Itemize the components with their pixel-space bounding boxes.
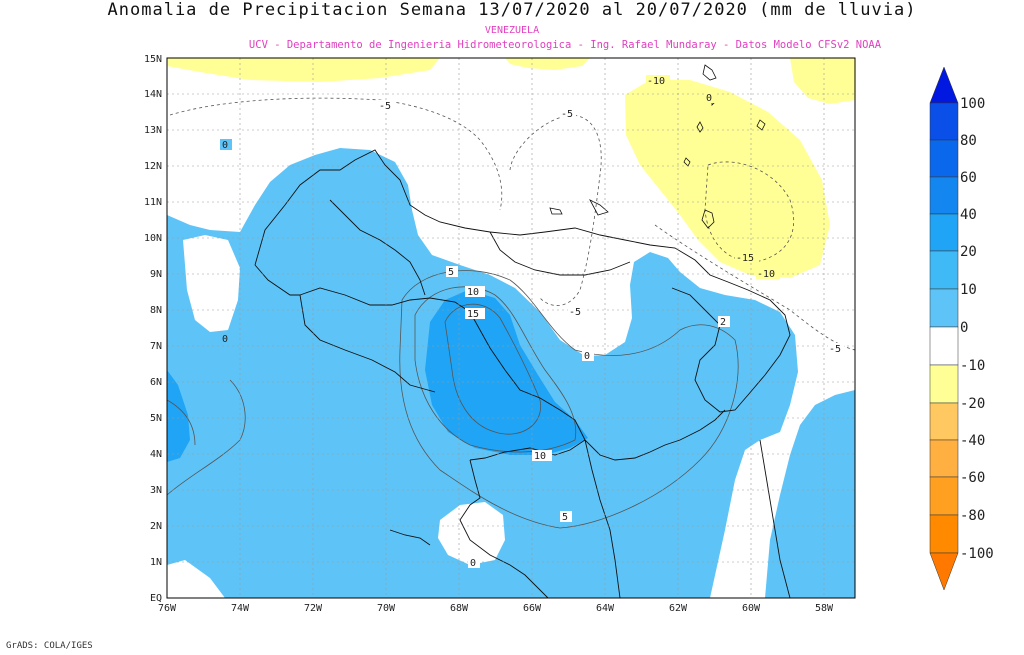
- map-frame: [166, 57, 856, 599]
- lat-label-0: EQ: [150, 593, 162, 604]
- lat-label-1: 1N: [150, 557, 162, 568]
- anomaly-region-negative-north-central: [505, 58, 590, 70]
- anomaly-region-negative-east: [625, 80, 830, 278]
- colorbar-swatch-minus60-minus40: [929, 439, 959, 478]
- lat-label-7: 7N: [150, 341, 162, 352]
- contour-label-15: 15: [467, 309, 479, 320]
- contour-label-2-east: 2: [720, 317, 726, 328]
- latitude-axis: EQ 1N 2N 3N 4N 5N 6N 7N 8N 9N 10N 11N 12…: [144, 54, 162, 604]
- colorbar-arrow-top: [929, 66, 959, 104]
- lat-label-5: 5N: [150, 413, 162, 424]
- lon-label-64w: 64W: [596, 603, 615, 614]
- colorbar-label-100: 100: [960, 96, 985, 112]
- contour-label-minus5-east: -5: [829, 344, 841, 355]
- lat-label-14: 14N: [144, 89, 162, 100]
- longitude-axis: 76W 74W 72W 70W 68W 66W 64W 62W 60W 58W: [158, 603, 834, 614]
- colorbar-label-60: 60: [960, 170, 977, 186]
- contour-label-0-west: 0: [222, 334, 228, 345]
- lat-label-15: 15N: [144, 54, 162, 65]
- colorbar-label-40: 40: [960, 207, 977, 223]
- anomaly-region-neutral-south: [438, 502, 505, 565]
- colorbar-label-minus40: -40: [960, 433, 985, 449]
- lon-label-70w: 70W: [377, 603, 396, 614]
- lat-label-3: 3N: [150, 485, 162, 496]
- lon-label-60w: 60W: [742, 603, 761, 614]
- lat-label-12: 12N: [144, 161, 162, 172]
- anomaly-fields: [167, 58, 855, 598]
- colorbar-swatch-minus10-0: [929, 326, 959, 366]
- contour-label-minus15: -15: [736, 253, 754, 264]
- colorbar-swatch-40-60: [929, 176, 959, 215]
- lon-label-66w: 66W: [523, 603, 542, 614]
- contour-label-10-north: 10: [467, 287, 479, 298]
- contour-label-5-south: 5: [562, 512, 568, 523]
- contour-labels: 0 0 0 -5 -5 -5 -10 -10 -15 5 10 15 0 2 -…: [220, 75, 844, 569]
- contour-label-5-north: 5: [448, 267, 454, 278]
- colorbar-label-20: 20: [960, 244, 977, 260]
- anomaly-region-negative-north-west: [167, 58, 440, 82]
- lon-label-74w: 74W: [231, 603, 250, 614]
- colorbar: 100 80 60 40 20 10 0 -10 -20 -40 -60 -80…: [929, 66, 994, 591]
- colorbar-swatch-minus80-minus60: [929, 476, 959, 516]
- lat-label-4: 4N: [150, 449, 162, 460]
- anomaly-region-neutral-southwest: [167, 560, 225, 598]
- contour-label-0-island: 0: [706, 93, 712, 104]
- colorbar-swatch-minus40-minus20: [929, 402, 959, 441]
- colorbar-label-minus80: -80: [960, 508, 985, 524]
- lat-label-9: 9N: [150, 269, 162, 280]
- map-subtitle-region: VENEZUELA: [484, 25, 540, 36]
- lat-label-10: 10N: [144, 233, 162, 244]
- lon-label-58w: 58W: [815, 603, 834, 614]
- lon-label-76w: 76W: [158, 603, 177, 614]
- map-title: Anomalia de Precipitacion Semana 13/07/2…: [107, 0, 917, 20]
- colorbar-swatch-minus20-minus10: [929, 364, 959, 404]
- colorbar-swatch-20-40: [929, 213, 959, 252]
- colorbar-label-minus10: -10: [960, 358, 985, 374]
- colorbar-label-minus60: -60: [960, 470, 985, 486]
- anomaly-region-neutral-west: [183, 235, 240, 332]
- colorbar-swatch-10-20: [929, 250, 959, 290]
- colorbar-label-80: 80: [960, 133, 977, 149]
- anomaly-region-negative-northeast-corner: [790, 58, 855, 104]
- graticule: [167, 58, 855, 598]
- contour-label-minus10-south: -10: [757, 269, 775, 280]
- colorbar-label-minus100: -100: [960, 546, 994, 562]
- anomaly-region-10-20-west: [167, 370, 190, 462]
- country-borders: [254, 149, 791, 598]
- map-subtitle-credits: UCV - Departamento de Ingenieria Hidrome…: [248, 39, 882, 51]
- contour-label-0-central: 0: [584, 351, 590, 362]
- lon-label-68w: 68W: [450, 603, 469, 614]
- colorbar-swatch-0-10: [929, 288, 959, 328]
- lat-label-11: 11N: [144, 197, 162, 208]
- colorbar-swatch-minus100-minus80: [929, 514, 959, 554]
- colorbar-label-0: 0: [960, 320, 968, 336]
- contour-label-0-north: 0: [222, 140, 228, 151]
- contour-label-minus5-central: -5: [561, 109, 573, 120]
- colorbar-label-minus20: -20: [960, 396, 985, 412]
- lat-label-2: 2N: [150, 521, 162, 532]
- lat-label-13: 13N: [144, 125, 162, 136]
- colorbar-swatch-80-100: [929, 102, 959, 141]
- lon-label-72w: 72W: [304, 603, 323, 614]
- contour-label-0-south: 0: [470, 558, 476, 569]
- contour-label-10-south: 10: [534, 451, 546, 462]
- colorbar-swatch-60-80: [929, 139, 959, 178]
- contour-lines: [167, 97, 855, 529]
- colorbar-arrow-bottom: [929, 552, 959, 591]
- contour-label-minus5-south: -5: [569, 307, 581, 318]
- lon-label-62w: 62W: [669, 603, 688, 614]
- contour-label-minus10-north: -10: [647, 76, 665, 87]
- anomaly-region-0-10-east: [765, 390, 855, 598]
- colorbar-label-10: 10: [960, 282, 977, 298]
- lat-label-6: 6N: [150, 377, 162, 388]
- grads-credit: GrADS: COLA/IGES: [6, 641, 93, 651]
- lat-label-8: 8N: [150, 305, 162, 316]
- contour-label-minus5-north: -5: [379, 101, 391, 112]
